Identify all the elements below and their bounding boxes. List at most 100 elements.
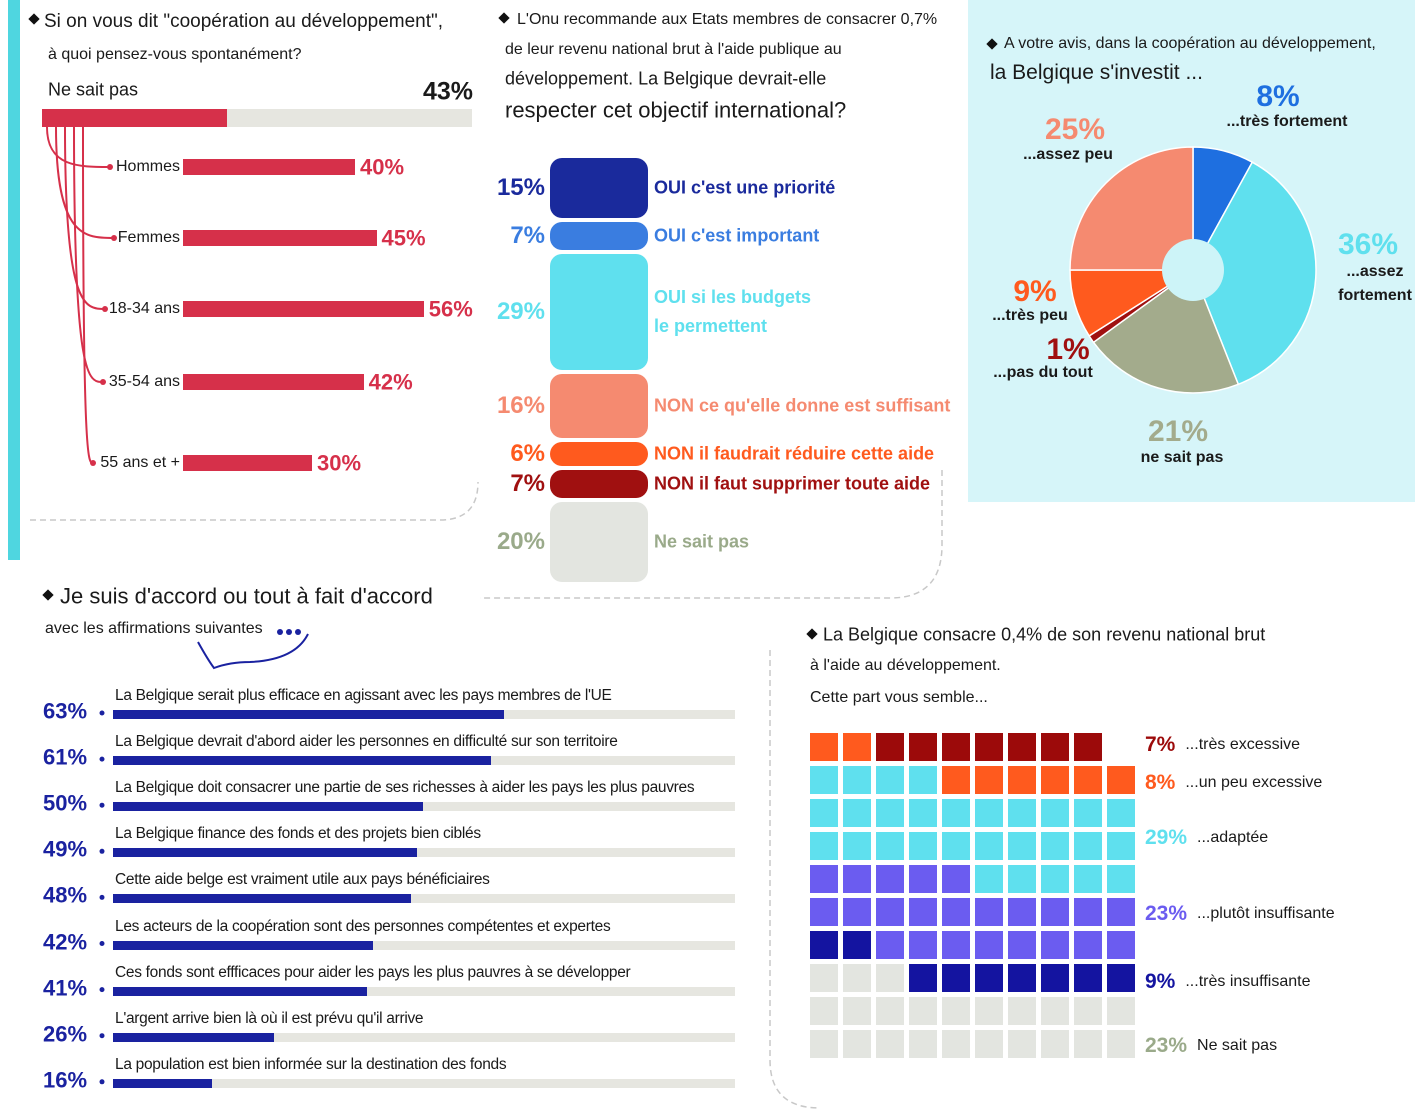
waffle-cell [942,898,970,926]
connector [82,126,94,464]
legend-row: 23% Ne sait pas [1145,1034,1277,1058]
value-label: 56% [428,296,473,322]
waffle-cell [1041,832,1069,860]
bar [113,1078,213,1088]
waffle-cell [942,832,970,860]
panel-border [30,481,479,521]
waffle-group [876,733,1102,761]
segment-label: Ne sait pas [654,531,750,552]
bar [113,940,374,950]
waffle-cell [843,865,871,893]
waffle-cell [1107,832,1135,860]
waffle-cell [909,898,937,926]
waffle-cell [843,799,871,827]
bar [113,848,417,858]
waffle-cell [975,832,1003,860]
waffle-cell [1041,865,1069,893]
dot [99,941,105,946]
value-label: 7% [510,470,545,498]
segment [550,374,648,438]
waffle-cell [843,931,871,959]
waffle-cell [1074,832,1102,860]
legend-row: 29% ...adaptée [1145,826,1268,850]
value-label: 8% [1256,79,1300,113]
chart-title: Je suis d'accord ou tout à fait d'accord [60,583,433,609]
waffle-cell [1008,1030,1036,1058]
statement: Les acteurs de la coopération sont des p… [115,917,611,935]
waffle-cell [810,766,838,794]
waffle-cell [876,733,904,761]
segment-label: NON il faudrait réduire cette aide [654,443,935,464]
waffle-cell [810,964,838,992]
segment [550,470,648,498]
dot [99,756,105,762]
waffle-cell [1107,898,1135,926]
waffle-cell [810,931,838,959]
waffle-cell [909,766,937,794]
waffle-group [810,964,1135,1058]
category-label: Femmes [117,228,180,246]
value-label: 16% [43,1067,88,1093]
dot [286,629,292,635]
value-label: 9% [1013,274,1057,308]
bar-track [113,894,735,904]
waffle-cell [843,964,871,992]
slice-label: ...assez peu [1023,145,1113,163]
value-label: 45% [381,225,426,251]
legend-label: ...un peu excessive [1185,774,1323,791]
waffle-cell [1041,964,1069,992]
waffle-cell [810,799,838,827]
waffle-cell [843,766,871,794]
value-label: 43% [422,77,473,106]
legend-label: ...plutôt insuffisante [1197,905,1335,922]
dot [99,1033,105,1039]
bar-track [113,986,735,996]
waffle-cell [1041,931,1069,959]
bar [183,455,312,471]
waffle-cell [1008,964,1036,992]
speech-bubble [197,633,309,670]
connector-dot [100,379,106,385]
slice-label: ...très fortement [1226,112,1348,130]
waffle-cell [975,1030,1003,1058]
value-label: 7% [1145,733,1176,756]
bullet [42,589,54,601]
category-label: Ne sait pas [48,79,139,100]
waffle-cell [975,898,1003,926]
bar [183,230,377,246]
slice-label: ne sait pas [1140,448,1224,466]
waffle-cell [843,1030,871,1058]
value-label: 63% [43,698,88,724]
bar-track [113,802,735,812]
waffle-cell [876,766,904,794]
chart-title: A votre avis, dans la coopération au dév… [1004,34,1376,52]
waffle-cell [1074,766,1102,794]
legend-label: ...très insuffisante [1185,973,1311,990]
waffle-cell [876,865,904,893]
waffle-cell [876,931,904,959]
waffle-cell [1074,733,1102,761]
waffle-cell [1041,733,1069,761]
bullet [806,628,818,640]
chart-title: L'Onu recommande aux Etats membres de co… [517,10,938,28]
waffle-cell [810,733,838,761]
bullet [986,38,998,50]
waffle-cell [1008,931,1036,959]
waffle-cell [1008,766,1036,794]
value-label: 9% [1145,970,1176,993]
value-label: 23% [1145,1034,1188,1057]
waffle [810,733,1135,1058]
waffle-cell [876,898,904,926]
pie-slice [1092,268,1240,394]
waffle-cell [975,997,1003,1025]
value-label: 30% [317,450,362,476]
segment [550,222,648,250]
value-label: 42% [368,369,413,395]
statement: L'argent arrive bien là où il est prévu … [115,1009,424,1027]
value-label: 20% [496,528,545,556]
bullet [28,13,40,25]
waffle-cell [1041,799,1069,827]
category-label: 35-54 ans [108,372,180,390]
chart-title: La Belgique consacre 0,4% de son revenu … [823,624,1266,645]
